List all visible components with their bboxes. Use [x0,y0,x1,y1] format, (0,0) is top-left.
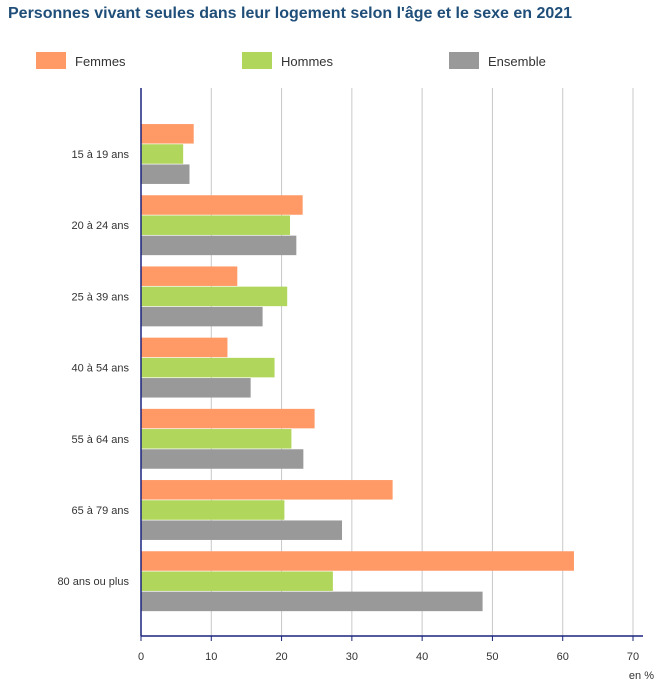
category-label: 25 à 39 ans [72,291,130,303]
x-tick-label: 60 [557,651,569,663]
bar-ensemble [141,449,304,469]
bar-ensemble [141,306,263,327]
category-label: 80 ans ou plus [57,576,129,588]
x-tick-label: 20 [275,651,287,663]
category-label: 55 à 64 ans [72,434,130,446]
legend-label-ensemble: Ensemble [488,54,546,69]
bar-hommes [141,286,288,307]
category-label: 20 à 24 ans [72,220,130,232]
bar-femmes [141,124,194,144]
bar-ensemble [141,591,483,612]
legend-swatch-hommes [242,52,272,69]
legend-swatch-ensemble [449,52,479,69]
category-label: 40 à 54 ans [72,363,130,375]
bar-femmes [141,551,574,571]
x-tick-label: 10 [205,651,217,663]
bar-ensemble [141,520,343,540]
bar-hommes [141,215,291,235]
bar-femmes [141,266,238,286]
legend-label-hommes: Hommes [281,54,334,69]
bar-ensemble [141,235,297,256]
bar-hommes [141,429,292,449]
bar-hommes [141,571,333,591]
x-axis-label: en % [629,670,654,682]
bar-femmes [141,337,228,358]
bar-femmes [141,408,315,429]
legend-swatch-femmes [36,52,66,69]
bar-ensemble [141,378,251,398]
x-tick-label: 0 [138,651,144,663]
legend-label-femmes: Femmes [75,54,126,69]
x-tick-label: 50 [486,651,498,663]
chart-title: Personnes vivant seules dans leur logeme… [8,5,573,22]
x-tick-label: 70 [627,651,639,663]
category-label: 15 à 19 ans [72,149,130,161]
bar-hommes [141,500,285,520]
bar-femmes [141,480,393,500]
bar-hommes [141,144,184,164]
category-label: 65 à 79 ans [72,505,130,517]
bar-ensemble [141,164,190,184]
bar-femmes [141,195,303,215]
x-tick-label: 30 [346,651,358,663]
bar-hommes [141,357,275,378]
x-tick-label: 40 [416,651,428,663]
